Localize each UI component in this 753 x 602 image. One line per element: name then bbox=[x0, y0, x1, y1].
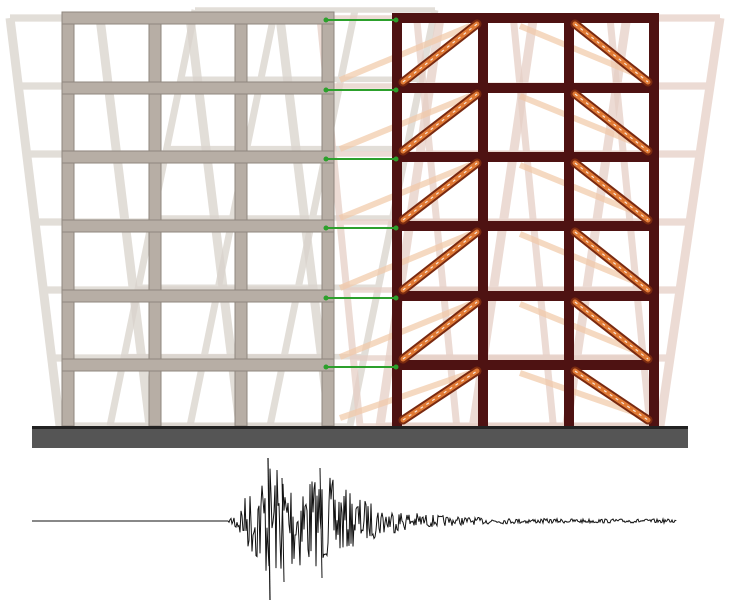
brace-pattern bbox=[402, 370, 478, 421]
steel-beam bbox=[392, 83, 659, 93]
brace-pattern bbox=[574, 231, 649, 291]
seismogram-peak bbox=[319, 467, 323, 579]
concrete-frame bbox=[61, 11, 335, 427]
ghost-brace bbox=[338, 231, 472, 291]
steel-column bbox=[478, 14, 488, 426]
connector-node bbox=[393, 17, 399, 23]
ghost-brace bbox=[338, 93, 472, 152]
connector-node bbox=[393, 225, 399, 231]
concrete-beam bbox=[61, 358, 335, 372]
concrete-beam bbox=[61, 289, 335, 303]
connector-node bbox=[393, 87, 399, 93]
seismogram bbox=[32, 457, 677, 601]
concrete-beam bbox=[61, 81, 335, 95]
brace-pattern bbox=[574, 370, 649, 421]
steel-column bbox=[564, 14, 574, 426]
ghost-brace bbox=[338, 162, 472, 221]
concrete-beam bbox=[61, 11, 335, 25]
connector-node bbox=[323, 87, 329, 93]
brace-pattern bbox=[574, 301, 649, 360]
connector-links bbox=[323, 17, 399, 370]
steel-beam bbox=[392, 291, 659, 301]
seismogram-trace bbox=[32, 468, 677, 571]
brace-pattern bbox=[402, 231, 478, 291]
steel-beam bbox=[392, 152, 659, 162]
brace-pattern bbox=[574, 93, 649, 152]
brace-pattern bbox=[574, 162, 649, 221]
steel-column bbox=[649, 14, 659, 426]
connector-node bbox=[323, 17, 329, 23]
concrete-beam bbox=[61, 150, 335, 164]
steel-braced-frame bbox=[392, 13, 659, 426]
ground-slab-top bbox=[32, 426, 688, 429]
brace-pattern bbox=[402, 301, 478, 360]
connector-node bbox=[393, 364, 399, 370]
steel-beam bbox=[392, 221, 659, 231]
connector-node bbox=[323, 156, 329, 162]
seismogram-peak bbox=[281, 477, 285, 583]
ghost-brace bbox=[339, 370, 471, 421]
seismogram-peak bbox=[267, 457, 271, 601]
brace-pattern bbox=[574, 23, 649, 83]
brace-pattern bbox=[402, 93, 478, 152]
brace-pattern bbox=[402, 23, 478, 83]
brace-pattern bbox=[402, 162, 478, 221]
concrete-beam bbox=[61, 219, 335, 233]
steel-beam bbox=[392, 13, 659, 23]
connector-node bbox=[323, 295, 329, 301]
connector-node bbox=[393, 295, 399, 301]
connector-node bbox=[323, 364, 329, 370]
ground-slab bbox=[32, 426, 688, 448]
ghost-brace bbox=[338, 301, 472, 360]
connector-node bbox=[393, 156, 399, 162]
connector-node bbox=[323, 225, 329, 231]
steel-column bbox=[392, 14, 402, 426]
steel-beam bbox=[392, 360, 659, 370]
ghost-brace bbox=[338, 23, 472, 83]
